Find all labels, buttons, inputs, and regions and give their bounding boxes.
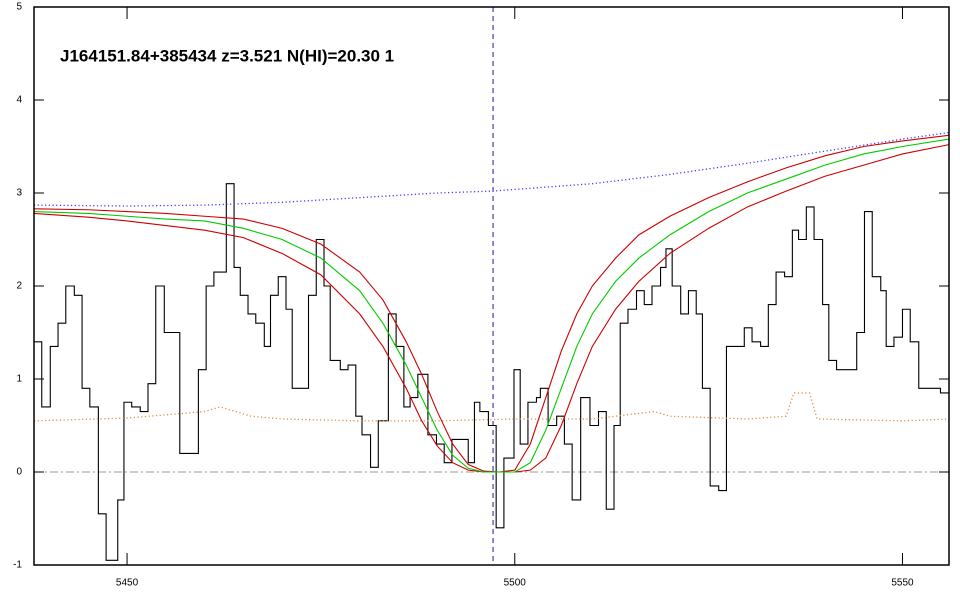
y-tick-label: -1 bbox=[13, 560, 22, 571]
series-line bbox=[33, 131, 950, 207]
flux-step bbox=[34, 183, 949, 561]
y-tick-label: 1 bbox=[16, 374, 22, 385]
y-tick-label: 4 bbox=[16, 95, 22, 106]
x-tick-label: 5450 bbox=[116, 578, 139, 589]
x-tick-label: 5550 bbox=[891, 578, 914, 589]
x-tick-label: 5500 bbox=[504, 578, 527, 589]
y-tick-label: 3 bbox=[16, 188, 22, 199]
chart-title: J164151.84+385434 z=3.521 N(HI)=20.30 1 bbox=[60, 46, 394, 65]
y-tick-label: 0 bbox=[16, 467, 22, 478]
y-tick-label: 2 bbox=[16, 281, 22, 292]
series-line bbox=[33, 138, 950, 473]
y-tick-label: 5 bbox=[16, 2, 22, 13]
plot-area bbox=[33, 7, 950, 565]
series-line bbox=[33, 392, 950, 422]
